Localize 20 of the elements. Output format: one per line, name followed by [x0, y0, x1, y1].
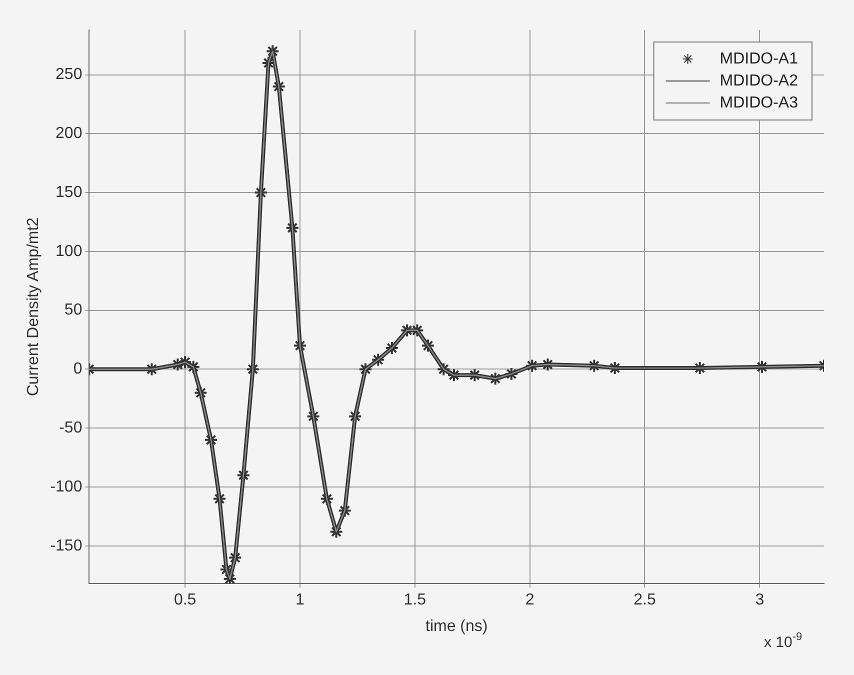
x-tick-label: 1.5 — [404, 592, 426, 609]
x-tick-label: 1 — [296, 592, 305, 609]
x-tick-label: 2.5 — [634, 592, 656, 609]
y-axis-title: Current Density Amp/mt2 — [25, 217, 42, 396]
x-tick-label: 2 — [525, 592, 534, 609]
y-tick-label: 100 — [56, 242, 82, 260]
y-tick-label: 250 — [56, 66, 82, 84]
x-axis-title: time (ns) — [425, 618, 488, 635]
y-tick-label: -100 — [50, 478, 82, 496]
y-tick-label: -50 — [59, 420, 82, 437]
y-tick-label: -150 — [50, 537, 82, 554]
x-tick-label: 3 — [755, 592, 764, 609]
x-tick-label: 0.5 — [174, 592, 196, 609]
legend-label: MDIDO-A1 — [720, 50, 798, 68]
legend-label: MDIDO-A2 — [720, 72, 798, 90]
y-tick-label: 0 — [73, 360, 82, 378]
y-tick-label: 200 — [56, 125, 82, 142]
legend-label: MDIDO-A3 — [720, 94, 798, 112]
y-tick-label: 150 — [56, 184, 82, 201]
y-tick-label: 50 — [64, 302, 82, 319]
